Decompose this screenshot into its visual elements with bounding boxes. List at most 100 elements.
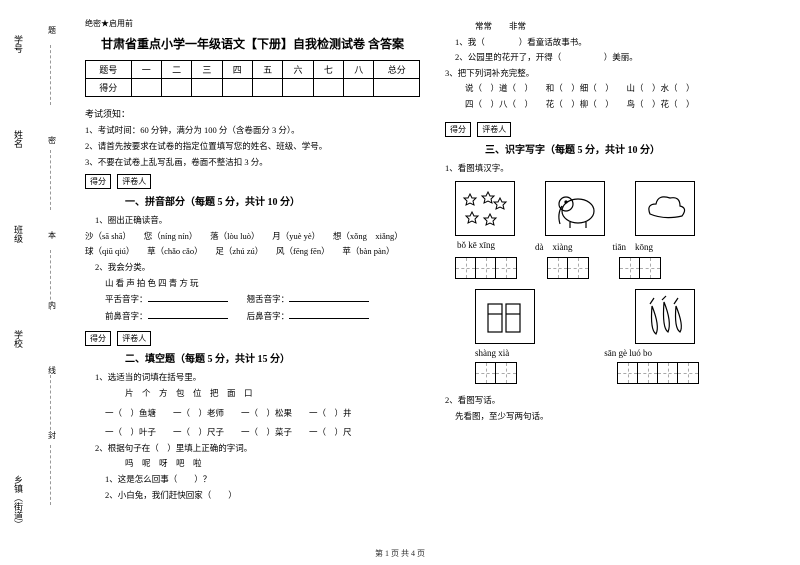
s2-line2: 一（ ）叶子 一（ ）尺子 一（ ）菜子 一（ ）尺 — [105, 426, 420, 440]
label-xingming: 姓名 — [12, 130, 25, 148]
dash-4 — [50, 375, 51, 435]
dash-5 — [50, 445, 51, 505]
score-label-2: 得分 — [85, 331, 111, 346]
th-7: 七 — [313, 61, 343, 79]
s1-q2: 2、我会分类。 — [95, 261, 420, 275]
pic-updown — [475, 289, 535, 344]
py-5: sān gè luó bo — [604, 348, 652, 358]
grader-label-3: 评卷人 — [477, 122, 511, 137]
py-3: tiān kōng — [613, 240, 654, 253]
right-column: 常常 非常 1、我（ ）看童话故事书。 2、公园里的花开了，开得（ ）美丽。 3… — [445, 18, 780, 504]
py-4: shàng xià — [475, 348, 509, 358]
py-1: bǒ kē xīng — [457, 240, 495, 253]
th-0: 题号 — [86, 61, 132, 79]
mark-ben: 本 — [48, 230, 56, 241]
lbl-qiaoshe: 翘舌音字： — [247, 294, 290, 304]
grid-3 — [619, 257, 661, 279]
s3-q2sub: 先看图，至少写两句话。 — [455, 410, 780, 424]
grid-4 — [475, 362, 517, 384]
score-label-3: 得分 — [445, 122, 471, 137]
pic-stars — [455, 181, 515, 236]
rc-q3: 3、把下列词补充完整。 — [445, 67, 780, 81]
section2-title: 二、填空题（每题 5 分，共计 15 分） — [125, 350, 420, 365]
th-9: 总分 — [374, 61, 420, 79]
pinyin-row-2: shàng xià sān gè luó bo — [475, 348, 780, 358]
s2-line1: 一（ ）鱼塘 一（ ）老师 一（ ）松果 一（ ）井 — [105, 407, 420, 421]
dash-1 — [50, 45, 51, 105]
score-box-3: 得分 评卷人 — [445, 122, 780, 137]
lbl-qianbi: 前鼻音字： — [105, 311, 148, 321]
th-2: 二 — [161, 61, 191, 79]
s2-q2b: 2、小白兔，我们赶快回家（ ） — [105, 489, 420, 503]
pic-cloud — [635, 181, 695, 236]
s2-q2a: 1、这是怎么回事（ ）？ — [105, 473, 420, 487]
py-2: dà xiàng — [535, 240, 573, 253]
dash-3 — [50, 250, 51, 310]
carrot-icon — [640, 294, 690, 339]
s3-q1: 1、看图填汉字。 — [445, 162, 780, 176]
notice-2: 2、请首先按要求在试卷的指定位置填写您的姓名、班级、学号。 — [85, 140, 420, 153]
th-1: 一 — [131, 61, 161, 79]
rc-q3b: 四（ ）八（ ） 花（ ）柳（ ） 鸟（ ）花（ ） — [465, 98, 780, 112]
dash-2 — [50, 150, 51, 210]
books-icon — [480, 294, 530, 339]
pic-elephant — [545, 181, 605, 236]
grid-row-1 — [455, 257, 780, 279]
mark-mi: 密 — [48, 135, 56, 146]
rc-top2: 1、我（ ）看童话故事书。 — [455, 36, 780, 50]
grid-5 — [617, 362, 699, 384]
mark-ti: 题 — [48, 25, 56, 36]
th-6: 六 — [283, 61, 313, 79]
score-label-1: 得分 — [85, 174, 111, 189]
rc-q3a: 说（ ）道（ ） 和（ ）细（ ） 山（ ）水（ ） — [465, 82, 780, 96]
label-xuehao: 学号 — [12, 35, 25, 53]
s1-labels-row1: 平舌音字： 翘舌音字： — [105, 292, 420, 307]
th-8: 八 — [344, 61, 374, 79]
cloud-icon — [640, 186, 690, 231]
s1-line1: 沙（sā shā） 您（níng nín） 落（lòu luò） 月（yuè y… — [85, 230, 420, 244]
label-xiangzhen: 乡镇（街道） — [12, 475, 25, 529]
grid-row-2 — [475, 362, 780, 384]
s3-q2: 2、看图写话。 — [445, 394, 780, 408]
lbl-houbi: 后鼻音字： — [247, 311, 290, 321]
grid-1 — [455, 257, 517, 279]
th-5: 五 — [252, 61, 282, 79]
pic-carrot — [635, 289, 695, 344]
notice-1: 1、考试时间：60 分钟，满分为 100 分（含卷面分 3 分）。 — [85, 124, 420, 137]
label-xuexiao: 学校 — [12, 330, 25, 348]
score-box-2: 得分 评卷人 — [85, 331, 420, 346]
grid-2 — [547, 257, 589, 279]
section1-title: 一、拼音部分（每题 5 分，共计 10 分） — [125, 193, 420, 208]
score-table: 题号 一 二 三 四 五 六 七 八 总分 得分 — [85, 60, 420, 97]
stars-icon — [460, 186, 510, 231]
binding-sidebar: 学号 姓名 班级 学校 乡镇（街道） 题 密 本 内 线 封 — [0, 0, 70, 540]
lbl-pingshe: 平舌音字： — [105, 294, 148, 304]
s2-q1: 1、选适当的词填在括号里。 — [95, 371, 420, 385]
s1-q2opts: 山 看 声 拍 色 四 青 方 玩 — [105, 277, 420, 291]
page-footer: 第 1 页 共 4 页 — [0, 548, 800, 559]
notice-3: 3、不要在试卷上乱写乱画，卷面不整洁扣 3 分。 — [85, 156, 420, 169]
confidential-mark: 绝密★启用前 — [85, 18, 420, 29]
rc-top1: 常常 非常 — [475, 20, 780, 34]
pinyin-row-1: bǒ kē xīng dà xiàng tiān kōng — [457, 240, 780, 253]
th-4: 四 — [222, 61, 252, 79]
s1-labels-row2: 前鼻音字： 后鼻音字： — [105, 309, 420, 324]
label-banji: 班级 — [12, 225, 25, 243]
pic-row-2 — [475, 289, 780, 344]
left-column: 绝密★启用前 甘肃省重点小学一年级语文【下册】自我检测试卷 含答案 题号 一 二… — [85, 18, 420, 504]
grader-label-2: 评卷人 — [117, 331, 151, 346]
notice-head: 考试须知： — [85, 107, 420, 120]
s1-line2: 球（qiū qiú） 草（chǎo cǎo） 足（zhú zú） 风（fēng … — [85, 245, 420, 259]
elephant-icon — [550, 186, 600, 231]
pic-row-1 — [455, 181, 780, 236]
score-label: 得分 — [86, 79, 132, 97]
score-box-1: 得分 评卷人 — [85, 174, 420, 189]
s2-opts: 片 个 方 包 位 把 面 口 — [125, 387, 420, 401]
rc-top3: 2、公园里的花开了，开得（ ）美丽。 — [455, 51, 780, 65]
grader-label-1: 评卷人 — [117, 174, 151, 189]
s2-q2: 2、根据句子在（ ）里填上正确的字词。 — [95, 442, 420, 456]
th-3: 三 — [192, 61, 222, 79]
s2-q2opts: 吗 呢 呀 吧 啦 — [125, 457, 420, 471]
section3-title: 三、识字写字（每题 5 分，共计 10 分） — [485, 141, 780, 156]
main-content: 绝密★启用前 甘肃省重点小学一年级语文【下册】自我检测试卷 含答案 题号 一 二… — [85, 18, 780, 504]
